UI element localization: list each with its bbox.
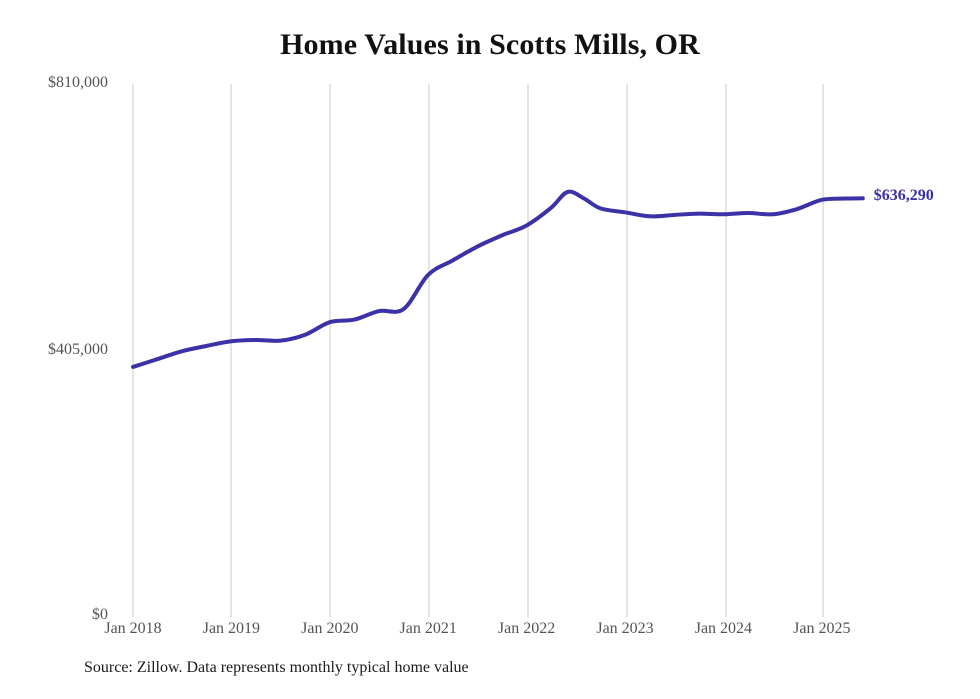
chart-title: Home Values in Scotts Mills, OR: [280, 28, 700, 61]
chart-footnote: Source: Zillow. Data represents monthly …: [84, 659, 469, 676]
x-tick-label-jan-2020: Jan 2020: [301, 620, 359, 637]
y-tick-label-810000: $810,000: [48, 74, 108, 91]
x-tick-label-jan-2021: Jan 2021: [399, 620, 457, 637]
x-tick-label-jan-2023: Jan 2023: [596, 620, 654, 637]
y-tick-label-0: $0: [92, 606, 108, 623]
y-axis: $810,000 $405,000 $0: [0, 0, 108, 699]
gridlines: [132, 84, 824, 617]
home-value-line: [131, 189, 865, 369]
x-tick-label-jan-2022: Jan 2022: [497, 620, 556, 637]
y-tick-label-405000: $405,000: [48, 341, 108, 358]
x-axis: Jan 2018 Jan 2019 Jan 2020 Jan 2021 Jan …: [0, 620, 980, 650]
x-tick-label-jan-2024: Jan 2024: [694, 620, 753, 637]
x-tick-label-jan-2018: Jan 2018: [104, 620, 162, 637]
x-tick-label-jan-2019: Jan 2019: [202, 620, 261, 637]
x-tick-label-jan-2025: Jan 2025: [793, 620, 851, 637]
end-value-annotation: $636,290: [873, 187, 934, 205]
